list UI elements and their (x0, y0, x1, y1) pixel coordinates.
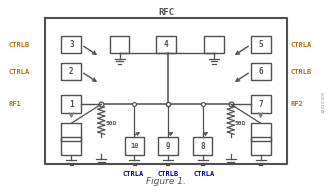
Bar (251, 137, 271, 155)
Bar (158, 137, 178, 155)
Text: RFC: RFC (158, 8, 174, 17)
Bar (61, 95, 81, 113)
Text: CTRLA: CTRLA (194, 171, 215, 177)
Text: 3: 3 (69, 40, 74, 49)
Text: CTRLA: CTRLA (290, 42, 312, 48)
Text: 9: 9 (165, 142, 170, 150)
Text: CTRLA: CTRLA (122, 171, 143, 177)
Text: CTRLB: CTRLB (8, 42, 30, 48)
Text: Figure 1.: Figure 1. (146, 177, 186, 186)
Text: 2: 2 (69, 67, 74, 76)
Bar (251, 95, 271, 113)
Text: 1: 1 (69, 100, 74, 109)
Bar (61, 63, 81, 80)
Text: CTRLB: CTRLB (157, 171, 178, 177)
Bar (251, 36, 271, 53)
Text: 8: 8 (200, 142, 205, 150)
Text: 50Ω: 50Ω (235, 121, 246, 126)
Bar (204, 36, 224, 53)
Text: CTRLB: CTRLB (290, 69, 312, 75)
Text: 5: 5 (258, 40, 263, 49)
Text: CTRLA: CTRLA (8, 69, 30, 75)
Bar (251, 63, 271, 80)
Text: 7: 7 (258, 100, 263, 109)
Text: 22319-001: 22319-001 (322, 91, 326, 113)
Text: 50Ω: 50Ω (105, 121, 117, 126)
Bar (193, 137, 212, 155)
Text: 4: 4 (164, 40, 168, 49)
Bar (61, 36, 81, 53)
Bar (156, 36, 176, 53)
Text: 10: 10 (130, 143, 139, 149)
Text: RF2: RF2 (290, 101, 303, 107)
Bar (110, 36, 129, 53)
Bar (61, 137, 81, 155)
Text: 6: 6 (258, 67, 263, 76)
Bar (61, 123, 81, 141)
Text: RF1: RF1 (8, 101, 21, 107)
Bar (251, 123, 271, 141)
Bar (124, 137, 144, 155)
